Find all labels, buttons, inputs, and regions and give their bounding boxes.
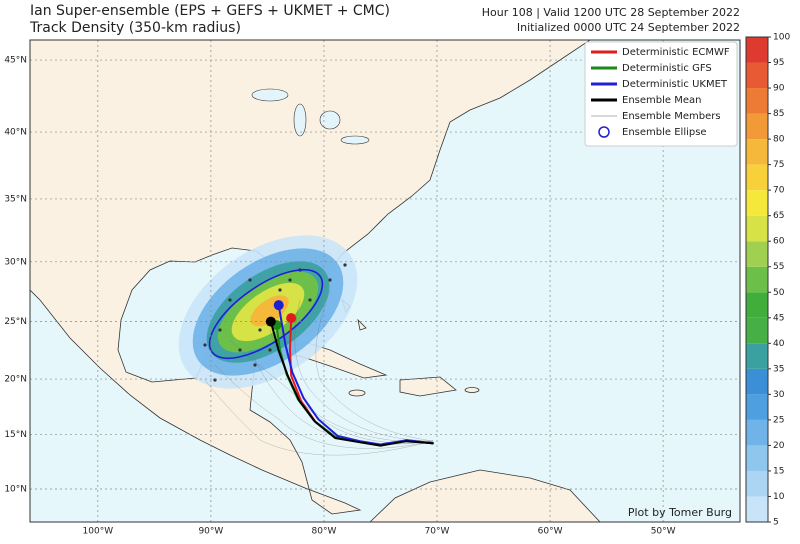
lon-label: 50°W [651, 527, 676, 537]
legend-label: Deterministic UKMET [622, 79, 728, 90]
legend-label: Ensemble Mean [622, 95, 701, 106]
jamaica [348, 389, 366, 397]
colorbar-segment [746, 190, 768, 216]
colorbar-label: 30 [773, 390, 785, 400]
member-positions [203, 263, 347, 382]
colorbar-segment [746, 292, 768, 318]
init-time: Initialized 0000 UTC 24 September 2022 [517, 21, 740, 34]
colorbar-label: 100 [773, 33, 790, 43]
lake-erie [340, 135, 370, 145]
legend-label: Deterministic GFS [622, 63, 712, 74]
lon-label: 100°W [83, 527, 114, 537]
colorbar-label: 15 [773, 466, 784, 476]
track-end [265, 316, 276, 327]
legend-label: Ensemble Members [622, 111, 721, 122]
colorbar-label: 10 [773, 492, 785, 502]
track-density [178, 235, 358, 389]
colorbar-segment [746, 343, 768, 369]
colorbar-label: 5 [773, 518, 779, 528]
valid-time: Hour 108 | Valid 1200 UTC 28 September 2… [482, 6, 740, 19]
colorbar-label: 75 [773, 160, 784, 170]
colorbar-segment [746, 241, 768, 267]
lat-label: 35°N [4, 194, 27, 204]
colorbar-segment [746, 139, 768, 165]
lat-label: 30°N [4, 257, 27, 267]
colorbar-segment [746, 317, 768, 344]
colorbar: 5 10 15 20 25 30 35 40 45 50 55 60 65 70 75 80 85 90 95 100 [745, 33, 790, 528]
tracks [265, 300, 434, 447]
ensemble-ellipse [208, 268, 324, 360]
lake-superior [251, 88, 289, 102]
legend-label: Ensemble Ellipse [622, 127, 707, 138]
colorbar-label: 55 [773, 262, 784, 272]
colorbar-label: 95 [773, 58, 784, 68]
lat-label: 20°N [4, 375, 27, 385]
colorbar-segment [746, 445, 768, 471]
colorbar-label: 35 [773, 364, 784, 374]
lat-label: 40°N [4, 128, 27, 138]
colorbar-segment [746, 394, 768, 420]
colorbar-label: 70 [773, 186, 785, 196]
colorbar-segment [746, 496, 768, 522]
hispaniola [399, 376, 457, 397]
colorbar-label: 25 [773, 415, 784, 425]
colorbar-segment [746, 88, 768, 114]
colorbar-segment [746, 419, 768, 446]
map-frame [29, 39, 741, 523]
title: Ian Super-ensemble (EPS + GEFS + UKMET +… [30, 3, 390, 19]
track-end [286, 313, 297, 324]
puerto-rico [464, 387, 480, 393]
colorbar-segment [746, 368, 768, 395]
colorbar-segment [746, 215, 768, 242]
colorbar-label: 65 [773, 211, 784, 221]
credit: Plot by Tomer Burg [628, 506, 732, 519]
lat-label: 45°N [4, 56, 27, 66]
colorbar-segment [746, 37, 768, 63]
colorbar-segment [746, 266, 768, 293]
colorbar-label: 60 [773, 237, 785, 247]
lake-huron [319, 110, 341, 130]
colorbar-segment [746, 62, 768, 89]
lat-label: 25°N [4, 317, 27, 327]
colorbar-label: 90 [773, 84, 785, 94]
lat-label: 15°N [4, 430, 27, 440]
axis-labels: 45°N 40°N 35°N 30°N 25°N 20°N 15°N 10°N 100°W 90°… [4, 56, 675, 537]
lon-label: 90°W [198, 527, 223, 537]
colorbar-label: 50 [773, 288, 785, 298]
legend: Deterministic ECMWF Deterministic GFS Dete… [584, 41, 738, 147]
legend-box [584, 41, 738, 147]
lon-label: 70°W [425, 527, 450, 537]
colorbar-label: 40 [773, 339, 785, 349]
colorbar-segment [746, 113, 768, 140]
legend-label: Deterministic ECMWF [622, 47, 730, 58]
colorbar-frame [745, 36, 769, 523]
colorbar-label: 80 [773, 135, 785, 145]
lat-label: 10°N [4, 485, 27, 495]
lake-michigan [293, 103, 307, 137]
south-america [369, 469, 601, 522]
track-line [277, 305, 434, 446]
colorbar-label: 20 [773, 441, 785, 451]
colorbar-label: 45 [773, 313, 784, 323]
track-end [273, 300, 284, 311]
lon-label: 60°W [538, 527, 563, 537]
subtitle: Track Density (350-km radius) [29, 20, 241, 36]
colorbar-segment [746, 164, 768, 191]
colorbar-label: 85 [773, 109, 784, 119]
track-line [269, 321, 434, 447]
lon-label: 80°W [312, 527, 337, 537]
colorbar-segment [746, 470, 768, 497]
legend-swatch [598, 126, 610, 138]
